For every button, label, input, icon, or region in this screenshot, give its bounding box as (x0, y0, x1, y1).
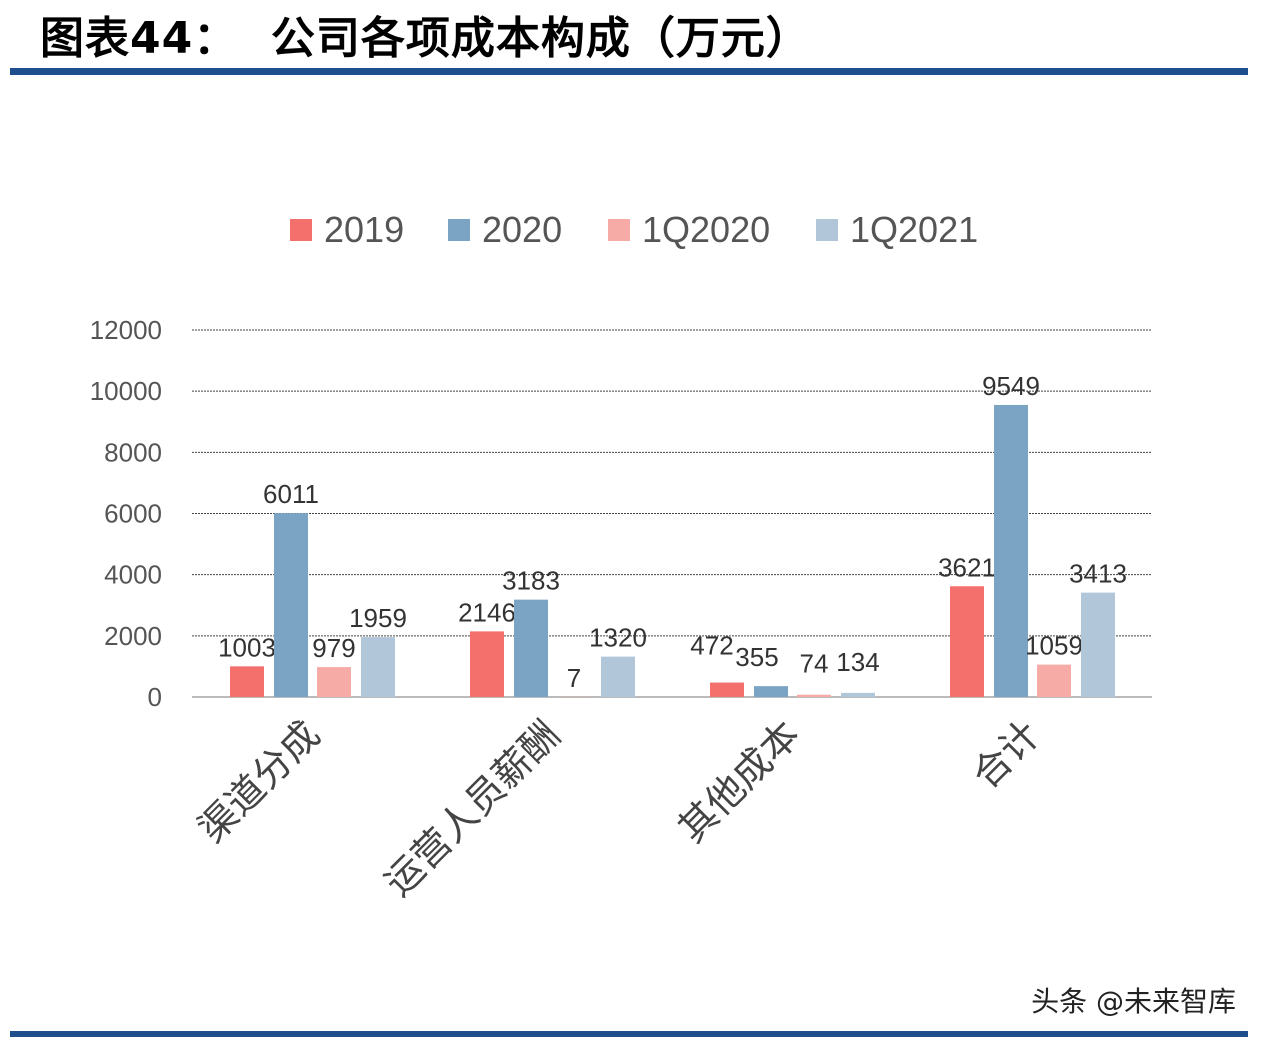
data-label: 1959 (349, 603, 407, 633)
legend-swatch (290, 219, 312, 241)
data-label: 2146 (458, 597, 516, 627)
bar-1Q2021-1 (601, 656, 635, 697)
data-label: 1003 (218, 632, 276, 662)
data-label: 74 (800, 649, 829, 679)
data-label: 355 (735, 642, 778, 672)
top-divider (10, 68, 1248, 75)
data-label: 3621 (938, 552, 996, 582)
legend-swatch (816, 219, 838, 241)
bar-1Q2021-3 (1081, 592, 1115, 697)
data-label: 7 (567, 663, 581, 693)
data-label: 134 (836, 647, 879, 677)
category-label: 渠道分成 (190, 712, 329, 851)
legend-label: 1Q2020 (642, 209, 770, 250)
bar-2020-2 (754, 686, 788, 697)
bar-1Q2021-2 (841, 692, 875, 697)
bar-2020-3 (994, 404, 1028, 697)
data-label: 9549 (982, 371, 1040, 401)
bar-2020-0 (274, 513, 308, 697)
bar-1Q2021-0 (361, 637, 395, 697)
legend-swatch (448, 219, 470, 241)
data-label: 979 (312, 633, 355, 663)
y-tick-label: 6000 (104, 499, 162, 529)
bar-1Q2020-2 (797, 694, 831, 697)
y-tick-label: 0 (148, 682, 162, 712)
y-tick-label: 2000 (104, 621, 162, 651)
bar-2020-1 (514, 599, 548, 697)
data-label: 1320 (589, 623, 647, 653)
bar-1Q2020-3 (1037, 664, 1071, 697)
page-title: 图表44： 公司各项成本构成（万元） (40, 13, 811, 64)
category-label: 运营人员薪酬 (376, 712, 568, 904)
data-label: 472 (690, 631, 733, 661)
y-tick-label: 4000 (104, 560, 162, 590)
bar-2019-0 (230, 666, 264, 697)
data-label: 3413 (1069, 559, 1127, 589)
data-label: 6011 (263, 479, 319, 509)
bar-1Q2020-0 (317, 667, 351, 697)
category-label: 其他成本 (670, 712, 809, 851)
watermark: 头条 @未来智库 (1031, 985, 1236, 1018)
legend-swatch (608, 219, 630, 241)
data-label: 1059 (1025, 631, 1083, 661)
bar-2019-2 (710, 682, 744, 697)
legend-label: 1Q2021 (850, 209, 978, 250)
legend-label: 2020 (482, 209, 562, 250)
category-label: 合计 (964, 712, 1049, 797)
data-label: 3183 (502, 566, 560, 596)
legend-label: 2019 (324, 209, 404, 250)
bar-2019-1 (470, 631, 504, 697)
y-tick-label: 10000 (90, 376, 162, 406)
bottom-divider (10, 1031, 1248, 1037)
y-tick-label: 12000 (90, 315, 162, 345)
y-tick-label: 8000 (104, 437, 162, 467)
bar-2019-3 (950, 586, 984, 697)
